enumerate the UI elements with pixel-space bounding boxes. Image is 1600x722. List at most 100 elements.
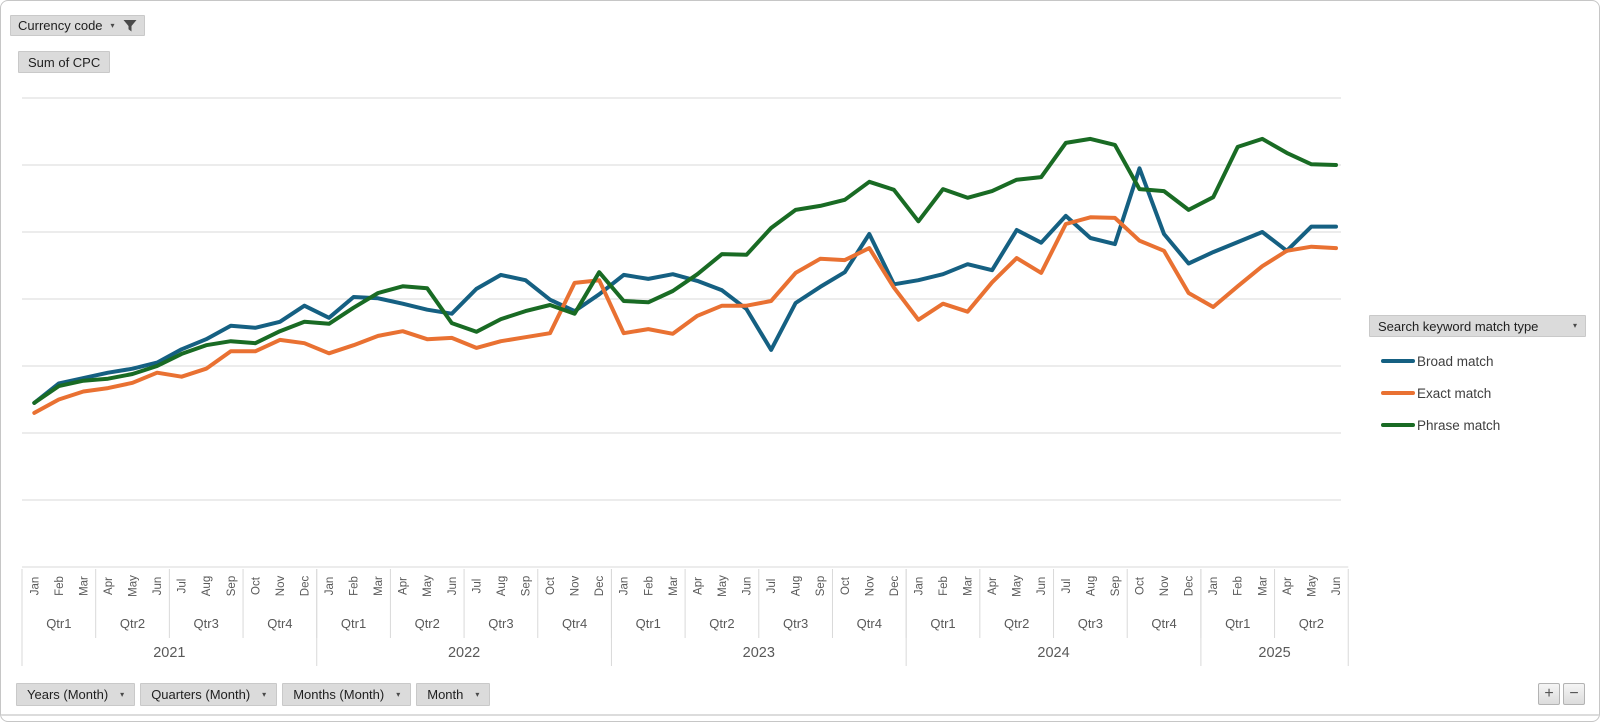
gridlines [22,97,1341,501]
svg-text:Qtr2: Qtr2 [709,616,734,631]
svg-text:2024: 2024 [1037,645,1069,661]
legend-item-exact-match: Exact match [1369,377,1586,409]
svg-text:Jul: Jul [471,579,483,594]
svg-text:Mar: Mar [668,576,680,596]
svg-text:Apr: Apr [692,577,704,595]
svg-text:Jun: Jun [447,577,459,596]
svg-text:Jun: Jun [742,577,754,596]
series-line-phrase-match [32,136,1338,405]
legend-swatch [1381,422,1415,428]
series-line-broad-match [32,166,1338,405]
svg-text:Qtr3: Qtr3 [1078,616,1103,631]
svg-text:Qtr4: Qtr4 [857,616,882,631]
svg-text:Aug: Aug [201,576,213,596]
currency-code-filter-button[interactable]: Currency code ▾ [10,15,145,36]
svg-text:Nov: Nov [275,576,287,597]
legend: Search keyword match type ▾ Broad match E… [1369,315,1586,441]
expand-button[interactable]: + [1538,683,1560,705]
svg-text:Mar: Mar [963,576,975,596]
axis-table-borders [21,569,1349,666]
legend-item-phrase-match: Phrase match [1369,409,1586,441]
svg-text:Qtr1: Qtr1 [636,616,661,631]
chevron-down-icon: ▾ [475,689,480,699]
line-chart: Jan Feb Mar Qtr1 Apr May Jun Qtr2 Jul Aug Sep Qtr3 O… [21,97,1349,666]
svg-text:Qtr1: Qtr1 [341,616,366,631]
sum-of-cpc-label: Sum of CPC [28,54,101,70]
svg-text:Jul: Jul [177,579,189,594]
svg-text:Aug: Aug [496,576,508,596]
legend-items: Broad match Exact match Phrase match [1369,345,1586,441]
svg-text:Feb: Feb [938,576,950,596]
svg-text:Feb: Feb [1233,576,1245,596]
svg-text:Feb: Feb [54,576,66,596]
series-line-exact-match [32,215,1338,415]
quarters-month-label: Quarters (Month) [151,687,251,702]
legend-swatch [1381,358,1415,364]
svg-text:Sep: Sep [226,576,238,596]
svg-text:Mar: Mar [1257,576,1269,596]
svg-text:Jan: Jan [619,577,631,596]
years-month-label: Years (Month) [27,687,109,702]
bottom-divider [1,714,1599,716]
svg-text:Jan: Jan [913,577,925,596]
svg-text:Qtr1: Qtr1 [46,616,71,631]
years-month-field-button[interactable]: Years (Month) ▾ [16,683,136,706]
svg-text:Nov: Nov [864,576,876,597]
svg-text:Sep: Sep [520,576,532,596]
svg-text:Qtr3: Qtr3 [783,616,808,631]
svg-text:Jun: Jun [1331,577,1343,596]
svg-text:May: May [717,575,729,597]
svg-text:Mar: Mar [78,576,90,596]
svg-text:Nov: Nov [570,576,582,597]
svg-text:Sep: Sep [1110,576,1122,596]
svg-text:May: May [1012,575,1024,597]
svg-text:Qtr4: Qtr4 [562,616,587,631]
svg-text:Qtr4: Qtr4 [267,616,292,631]
svg-text:Dec: Dec [889,576,901,597]
svg-text:Aug: Aug [791,576,803,596]
quarters-month-field-button[interactable]: Quarters (Month) ▾ [140,683,278,706]
svg-text:Jan: Jan [29,577,41,596]
svg-text:Qtr2: Qtr2 [120,616,145,631]
drill-buttons: + − [1538,683,1585,705]
svg-text:Qtr2: Qtr2 [1004,616,1029,631]
legend-filter-button[interactable]: Search keyword match type ▾ [1369,315,1586,337]
svg-text:2022: 2022 [448,645,480,661]
svg-text:Oct: Oct [545,576,557,595]
svg-text:2021: 2021 [153,645,185,661]
collapse-button[interactable]: − [1563,683,1585,705]
legend-label: Exact match [1417,385,1492,401]
legend-label: Phrase match [1417,417,1501,433]
svg-text:Feb: Feb [349,576,361,596]
month-field-button[interactable]: Month ▾ [416,683,491,706]
svg-text:Oct: Oct [840,576,852,595]
svg-text:Dec: Dec [594,576,606,597]
chevron-down-icon: ▾ [120,689,125,699]
svg-text:Jul: Jul [1061,579,1073,594]
chevron-down-icon: ▾ [262,689,267,699]
axis-field-buttons: Years (Month) ▾ Quarters (Month) ▾ Month… [16,683,491,706]
svg-text:Dec: Dec [1184,576,1196,597]
svg-text:Oct: Oct [1134,576,1146,595]
svg-text:2025: 2025 [1258,645,1290,661]
months-month-label: Months (Month) [293,687,385,702]
svg-text:May: May [128,575,140,597]
chevron-down-icon: ▾ [1572,321,1577,330]
sum-of-cpc-field-button[interactable]: Sum of CPC [18,51,111,73]
month-label: Month [427,687,464,702]
svg-text:Apr: Apr [987,577,999,595]
category-axis-labels: Jan Feb Mar Qtr1 Apr May Jun Qtr2 Jul Aug Sep Qtr3 O… [29,575,1343,661]
svg-text:May: May [1306,575,1318,597]
svg-text:Jan: Jan [324,577,336,596]
legend-item-broad-match: Broad match [1369,345,1586,377]
months-month-field-button[interactable]: Months (Month) ▾ [282,683,412,706]
legend-label: Broad match [1417,353,1494,369]
svg-text:Qtr3: Qtr3 [194,616,219,631]
legend-swatch [1381,390,1415,396]
svg-text:Jan: Jan [1208,577,1220,596]
svg-text:Qtr2: Qtr2 [1299,616,1324,631]
svg-text:Oct: Oct [250,576,262,595]
svg-text:Qtr3: Qtr3 [488,616,513,631]
currency-code-label: Currency code [18,18,103,33]
